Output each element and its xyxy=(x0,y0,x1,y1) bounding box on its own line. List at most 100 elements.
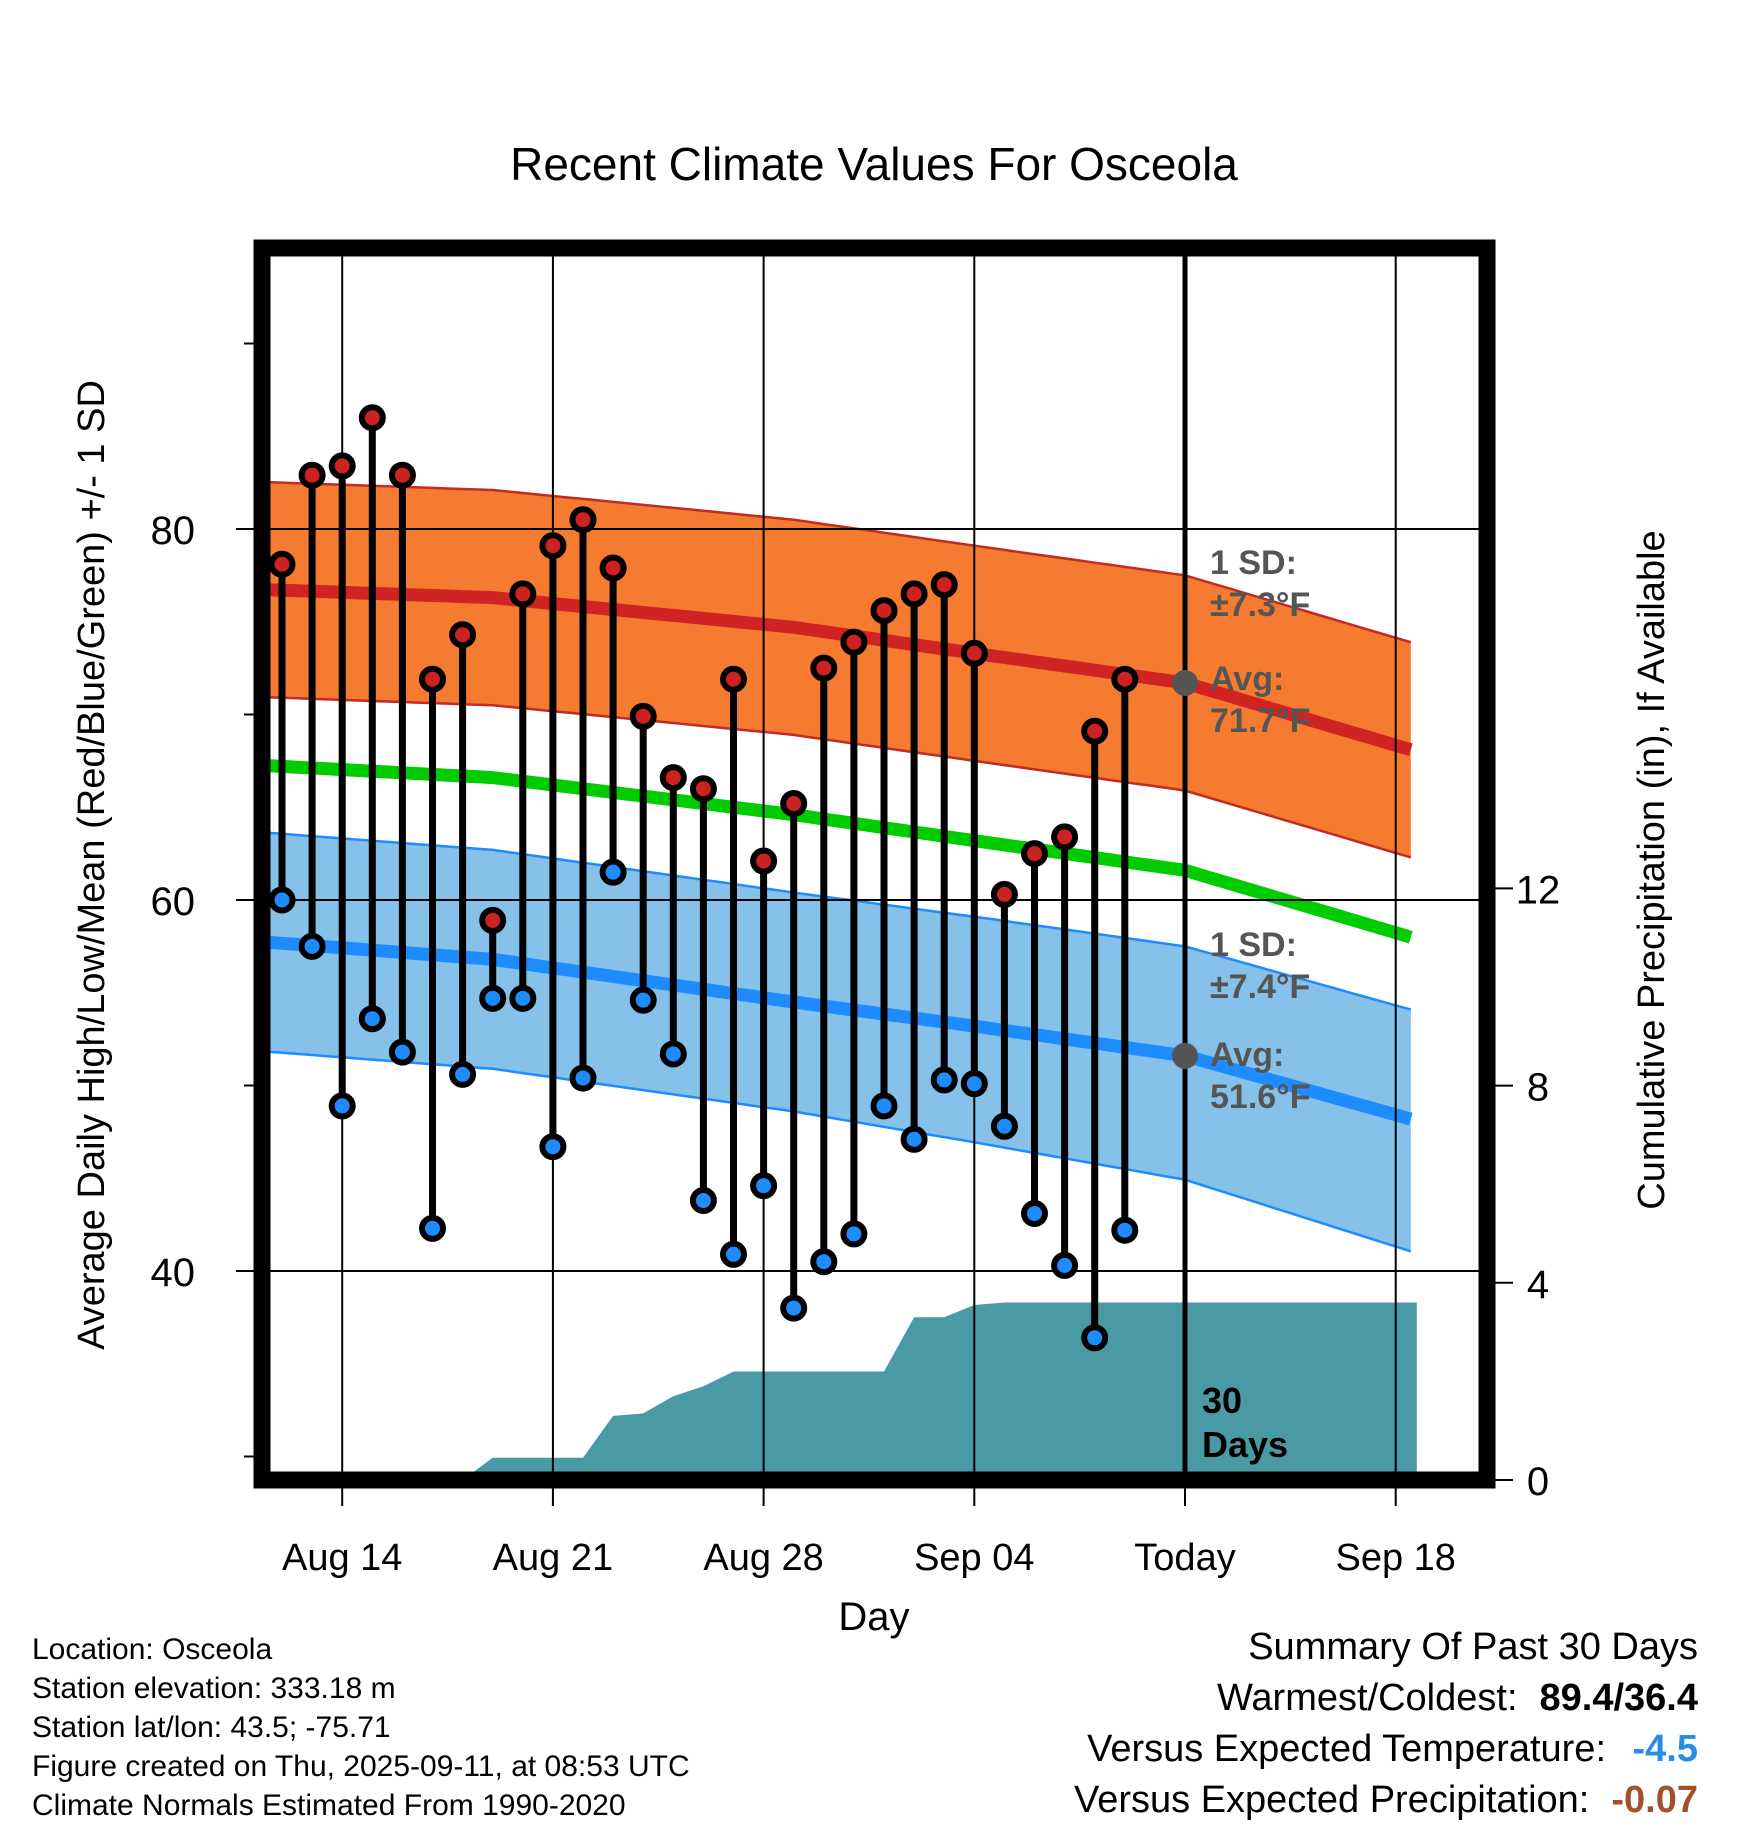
daily-low-point xyxy=(509,984,537,1012)
daily-high-point xyxy=(479,906,507,934)
daily-high-point xyxy=(870,597,898,625)
daily-low-point xyxy=(629,986,657,1014)
low-avg-value: 51.6°F xyxy=(1210,1078,1311,1116)
today-days-label: 30 xyxy=(1202,1380,1242,1421)
daily-low-point xyxy=(780,1294,808,1322)
daily-high-point xyxy=(539,532,567,560)
daily-high-point xyxy=(419,665,446,693)
daily-low-point xyxy=(689,1187,717,1215)
station-latlon: Station lat/lon: 43.5; -75.71 xyxy=(32,1711,391,1744)
daily-low-point xyxy=(479,984,507,1012)
normal-high-line xyxy=(262,583,1413,757)
y-axis-title-right: Cumulative Precipitation (in), If Availa… xyxy=(1631,530,1673,1209)
today-low-avg-marker xyxy=(1172,1042,1198,1069)
station-info: Location: Osceola Station elevation: 333… xyxy=(32,1630,690,1825)
daily-low-point xyxy=(1021,1199,1048,1227)
daily-low-point xyxy=(569,1064,597,1092)
daily-low-point xyxy=(720,1240,747,1268)
daily-high-point xyxy=(599,554,627,582)
daily-high-point xyxy=(629,702,657,730)
daily-low-point xyxy=(268,886,296,914)
daily-high-point xyxy=(810,654,838,682)
daily-low-point xyxy=(840,1220,868,1248)
high-band-lower-edge xyxy=(262,695,1412,859)
daily-high-point xyxy=(268,550,296,578)
station-elevation: Station elevation: 333.18 m xyxy=(32,1672,396,1705)
y-tick-label-left: 40 xyxy=(151,1251,196,1295)
high-sd-value: ±7.3°F xyxy=(1210,586,1310,624)
daily-high-point xyxy=(900,580,928,608)
daily-high-point xyxy=(358,404,386,432)
daily-high-point xyxy=(1051,823,1079,851)
daily-high-point xyxy=(780,790,808,818)
x-tick-label: Sep 04 xyxy=(914,1537,1034,1579)
x-tick-label: Aug 14 xyxy=(282,1537,402,1579)
daily-low-point xyxy=(1051,1251,1079,1279)
precipitation-area xyxy=(262,1302,1417,1480)
y-tick-label-right: 0 xyxy=(1527,1460,1549,1504)
x-tick-label: Today xyxy=(1134,1537,1235,1579)
climate-normals-note: Climate Normals Estimated From 1990-2020 xyxy=(32,1789,626,1822)
y-tick-label-right: 8 xyxy=(1527,1066,1549,1110)
daily-high-point xyxy=(1081,717,1109,745)
x-tick-label: Aug 21 xyxy=(493,1537,613,1579)
y-tick-label-right: 12 xyxy=(1516,868,1561,912)
daily-low-point xyxy=(298,932,326,960)
today-high-avg-marker xyxy=(1172,669,1198,696)
daily-high-point xyxy=(298,461,326,489)
daily-low-point xyxy=(1111,1216,1139,1244)
plot-area: 1 SD: ±7.3°F Avg: 71.7°F 1 SD: ±7.4°F Avg: 51.6… xyxy=(262,248,1487,1480)
daily-high-point xyxy=(689,775,717,803)
x-tick-label: Aug 28 xyxy=(703,1537,823,1579)
y-axis-title-left: Average Daily High/Low/Mean (Red/Blue/Gr… xyxy=(71,380,113,1350)
daily-low-point xyxy=(539,1133,567,1161)
warmest-coldest-value: 89.4/36.4 xyxy=(1539,1677,1698,1719)
y-tick-label-left: 80 xyxy=(151,509,196,553)
daily-high-point xyxy=(328,452,356,480)
daily-high-point xyxy=(509,580,537,608)
high-sd-label: 1 SD: xyxy=(1210,544,1297,582)
daily-high-point xyxy=(750,847,778,875)
temp-anomaly-value: -4.5 xyxy=(1632,1728,1698,1770)
daily-low-point xyxy=(659,1040,687,1068)
daily-high-point xyxy=(388,461,416,489)
daily-low-point xyxy=(990,1112,1018,1140)
daily-low-point xyxy=(810,1248,838,1276)
daily-low-point xyxy=(599,858,627,886)
daily-low-point xyxy=(870,1092,898,1120)
daily-low-point xyxy=(900,1125,928,1153)
daily-high-point xyxy=(1111,665,1139,693)
y-tick-label-left: 60 xyxy=(151,880,196,924)
temp-anomaly-label: Versus Expected Temperature: xyxy=(1087,1728,1606,1770)
figure-created: Figure created on Thu, 2025-09-11, at 08… xyxy=(32,1750,690,1783)
daily-low-point xyxy=(449,1060,477,1088)
daily-low-point xyxy=(328,1092,356,1120)
daily-high-point xyxy=(659,764,687,792)
summary-warmest-coldest: Warmest/Coldest: 89.4/36.4 xyxy=(1074,1673,1698,1724)
summary-heading: Summary Of Past 30 Days xyxy=(1248,1626,1698,1668)
high-band-upper-edge xyxy=(262,480,1412,644)
high-avg-label: Avg: xyxy=(1210,660,1284,698)
daily-high-point xyxy=(930,571,958,599)
daily-low-point xyxy=(960,1070,988,1098)
daily-high-point xyxy=(449,621,477,649)
summary-precip: Versus Expected Precipitation: -0.07 xyxy=(1074,1775,1698,1826)
summary-temp: Versus Expected Temperature: -4.5 xyxy=(1074,1724,1698,1775)
summary-panel: Summary Of Past 30 Days Warmest/Coldest:… xyxy=(1074,1622,1698,1826)
low-sd-value: ±7.4°F xyxy=(1210,968,1310,1006)
precip-anomaly-label: Versus Expected Precipitation: xyxy=(1073,1779,1590,1821)
daily-high-point xyxy=(960,639,988,667)
low-avg-label: Avg: xyxy=(1210,1036,1284,1074)
station-location: Location: Osceola xyxy=(32,1633,273,1666)
daily-high-point xyxy=(840,628,868,656)
daily-low-point xyxy=(750,1172,778,1200)
low-sd-label: 1 SD: xyxy=(1210,926,1297,964)
daily-high-point xyxy=(1021,840,1048,868)
today-days-label: Days xyxy=(1202,1424,1288,1465)
daily-low-point xyxy=(388,1038,416,1066)
warmest-coldest-label: Warmest/Coldest: xyxy=(1216,1677,1518,1719)
x-tick-label: Sep 18 xyxy=(1335,1537,1455,1579)
chart-title: Recent Climate Values For Osceola xyxy=(510,138,1238,190)
precip-anomaly-value: -0.07 xyxy=(1611,1779,1698,1821)
